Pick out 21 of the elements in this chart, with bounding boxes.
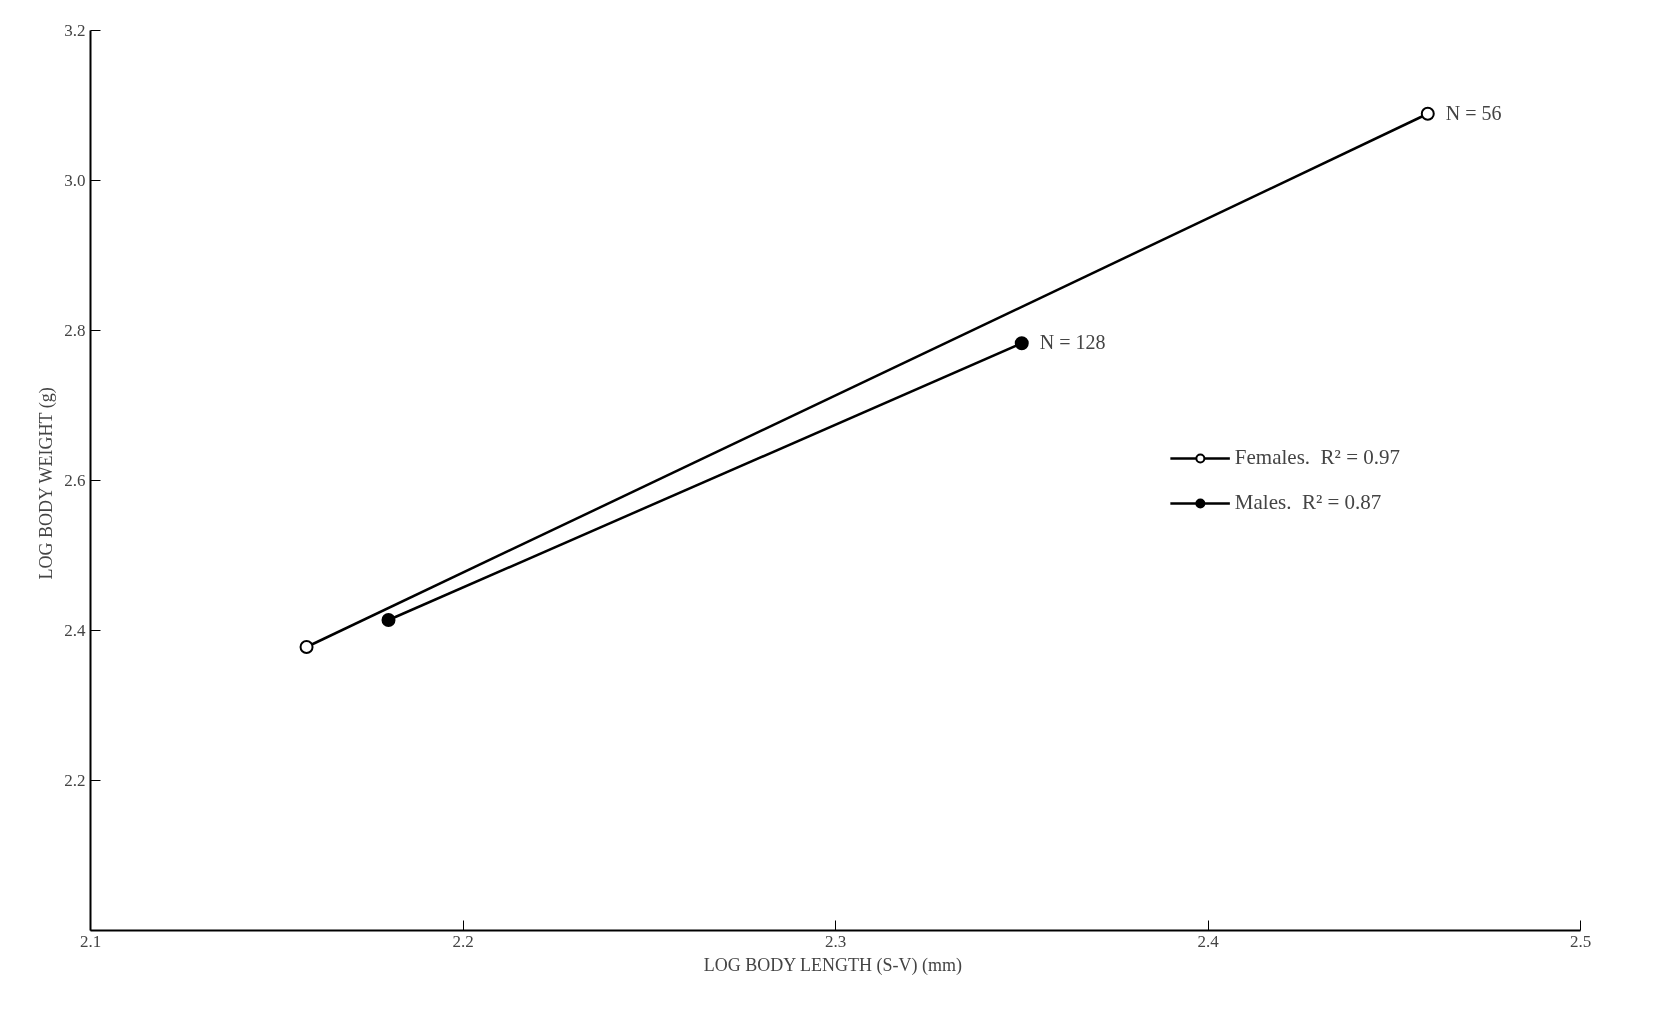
annotation: N = 128 xyxy=(1039,331,1106,354)
y-tick-label: 2.2 xyxy=(64,771,86,790)
point xyxy=(299,640,314,654)
y-axis-title: LOG BODY WEIGHT (g) xyxy=(36,387,58,580)
x-tick-label: 2.4 xyxy=(1197,931,1220,951)
x-axis-title: LOG BODY LENGTH (S-V) (mm) xyxy=(703,954,963,976)
y-tick-label: 3.2 xyxy=(64,21,86,40)
x-tick-label: 2.1 xyxy=(79,931,102,951)
point xyxy=(381,613,396,627)
y-tick-label: 2.8 xyxy=(64,321,86,340)
y-tick-label: 2.4 xyxy=(64,621,86,640)
point xyxy=(1420,106,1435,121)
legend-label: Females. R² = 0.97 xyxy=(1234,445,1400,470)
x-tick-label: 2.2 xyxy=(452,931,474,951)
y-tick-label: 2.6 xyxy=(64,471,86,490)
y-tick-label: 3.0 xyxy=(64,171,86,190)
annotation: N = 56 xyxy=(1445,101,1502,124)
x-tick-label: 2.3 xyxy=(824,931,847,951)
legend-label: Males. R² = 0.87 xyxy=(1234,490,1382,515)
x-tick-label: 2.5 xyxy=(1569,931,1592,951)
point xyxy=(1014,336,1029,351)
